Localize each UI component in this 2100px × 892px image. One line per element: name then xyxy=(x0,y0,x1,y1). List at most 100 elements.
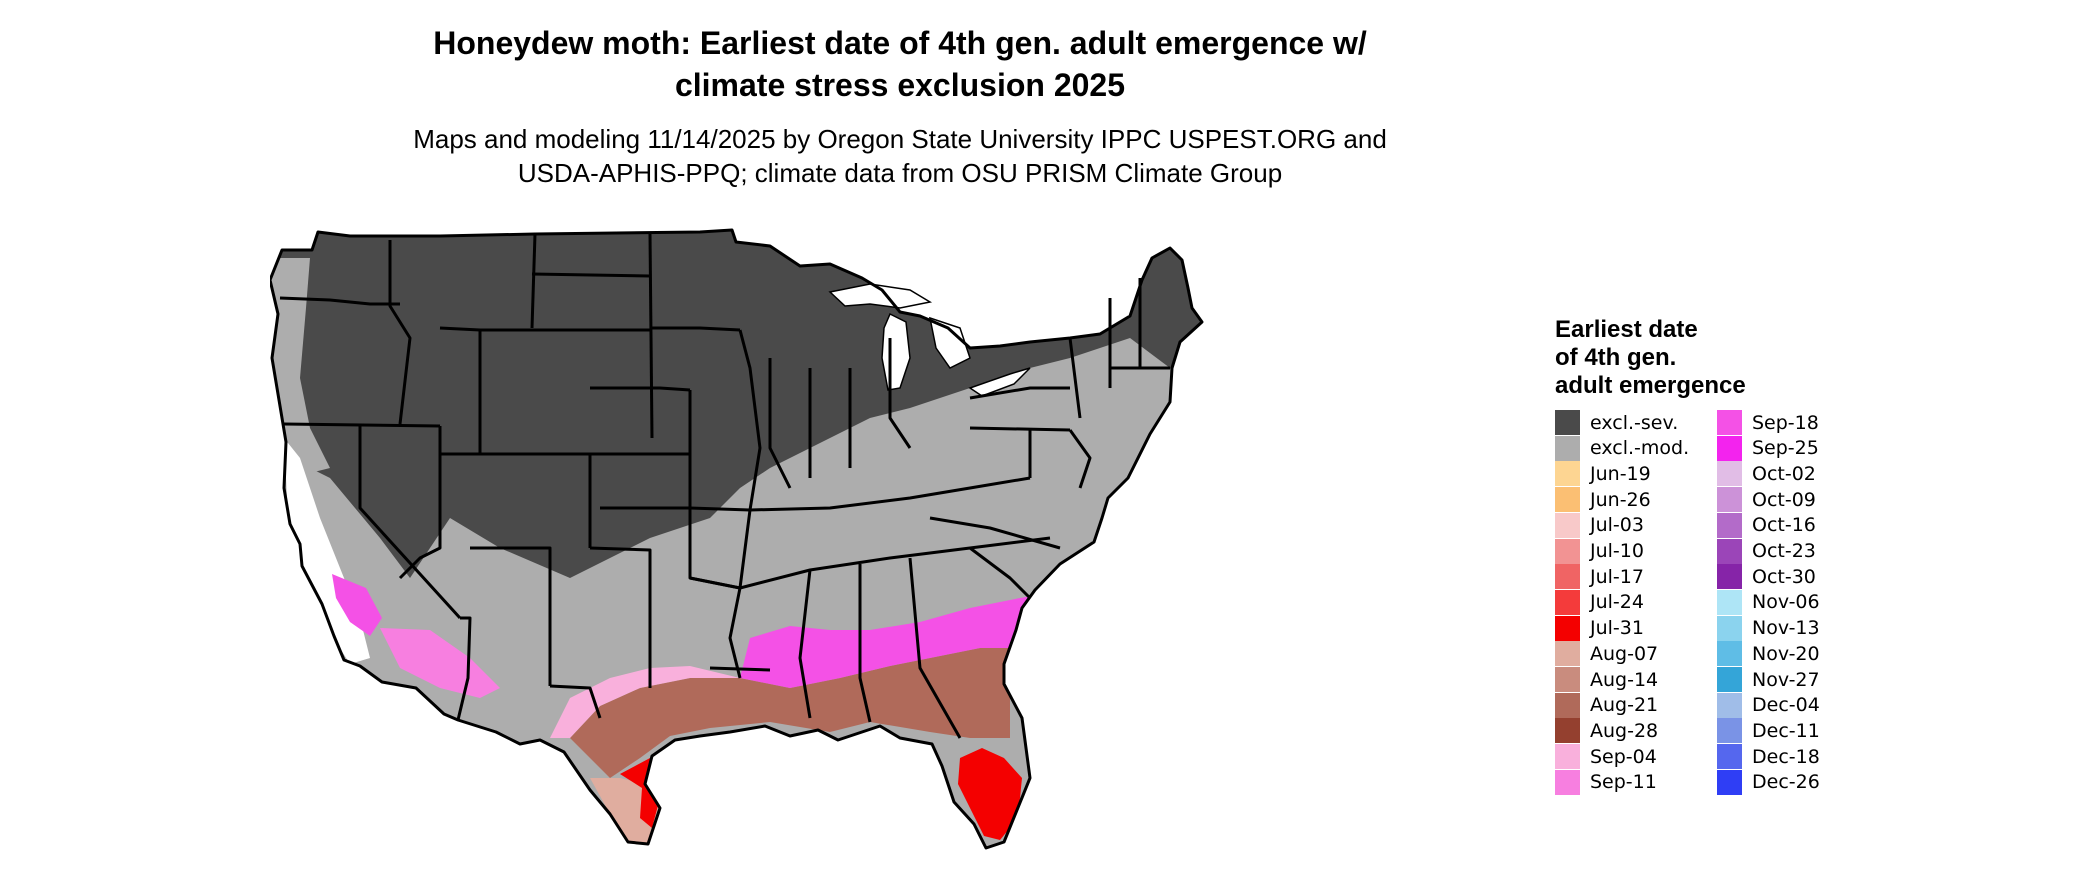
map-title: Honeydew moth: Earliest date of 4th gen.… xyxy=(300,22,1500,106)
zone-sep-ca xyxy=(332,574,382,636)
legend-label: Dec-18 xyxy=(1752,745,1820,768)
legend-item: excl.-mod. xyxy=(1555,435,1690,461)
legend-label: Sep-18 xyxy=(1752,411,1819,434)
lake-erie xyxy=(968,367,1031,397)
legend-label: Nov-13 xyxy=(1752,617,1820,640)
legend-swatch xyxy=(1717,487,1742,513)
legend-swatch xyxy=(1717,512,1742,538)
legend-title-line-1: Earliest date xyxy=(1555,316,1698,343)
legend-item: Jul-10 xyxy=(1555,538,1644,564)
legend-label: Sep-04 xyxy=(1590,745,1657,768)
legend-label: excl.-sev. xyxy=(1590,411,1679,434)
legend-label: excl.-mod. xyxy=(1590,437,1690,460)
legend-swatch xyxy=(1555,564,1580,590)
legend-item: Dec-18 xyxy=(1717,744,1820,770)
legend-item: Nov-06 xyxy=(1717,589,1820,615)
legend-swatch xyxy=(1717,744,1742,770)
legend-title-line-2: of 4th gen. xyxy=(1555,344,1677,371)
lake-huron xyxy=(929,316,971,369)
legend-swatch xyxy=(1717,769,1742,795)
legend-swatch xyxy=(1717,718,1742,744)
legend-label: Dec-26 xyxy=(1752,771,1820,794)
legend-title: Earliest date of 4th gen. adult emergenc… xyxy=(1555,316,1746,400)
legend-label: Nov-27 xyxy=(1752,668,1820,691)
subtitle-line-2: USDA-APHIS-PPQ; climate data from OSU PR… xyxy=(517,158,1283,188)
legend-swatch xyxy=(1555,487,1580,513)
zone-sep-band xyxy=(740,590,1080,688)
legend-swatch xyxy=(1717,538,1742,564)
legend-item: Aug-07 xyxy=(1555,641,1658,667)
legend-item: Dec-04 xyxy=(1717,692,1820,718)
legend-swatch xyxy=(1717,641,1742,667)
legend-swatch xyxy=(1717,564,1742,590)
legend-swatch xyxy=(1717,615,1742,641)
legend-swatch xyxy=(1717,410,1742,435)
legend-label: Oct-16 xyxy=(1752,514,1816,537)
legend-label: Oct-23 xyxy=(1752,540,1816,562)
legend-label: Jul-31 xyxy=(1590,617,1644,640)
legend-swatch xyxy=(1555,744,1580,770)
legend-title-line-3: adult emergence xyxy=(1555,372,1746,399)
state-borders xyxy=(270,228,1204,850)
legend-swatch xyxy=(1555,461,1580,487)
legend-label: Jun-26 xyxy=(1590,488,1651,511)
legend-swatch xyxy=(1717,461,1742,487)
legend-swatch xyxy=(1555,435,1580,461)
legend-swatch xyxy=(1555,641,1580,667)
legend-item: Jun-26 xyxy=(1555,487,1651,513)
legend-label: Aug-14 xyxy=(1590,668,1659,691)
legend-item: Jul-17 xyxy=(1555,564,1644,590)
legend-label: Jun-19 xyxy=(1590,462,1651,485)
legend-label: Jul-17 xyxy=(1590,565,1644,588)
legend-label: Aug-28 xyxy=(1590,719,1659,742)
legend-item: Sep-04 xyxy=(1555,744,1657,770)
legend-label: Aug-21 xyxy=(1590,694,1659,717)
legend-item: Oct-23 xyxy=(1717,538,1816,564)
map-subtitle: Maps and modeling 11/14/2025 by Oregon S… xyxy=(300,122,1500,190)
legend-item: Aug-28 xyxy=(1555,718,1659,744)
legend-swatch xyxy=(1555,589,1580,615)
zone-jul-fl xyxy=(958,748,1022,840)
legend-item: Sep-18 xyxy=(1717,410,1819,435)
legend-label: Sep-25 xyxy=(1752,437,1819,460)
legend-label: Dec-11 xyxy=(1752,719,1820,742)
legend-swatch xyxy=(1717,589,1742,615)
legend-item: Oct-30 xyxy=(1717,564,1816,590)
legend-label: Sep-11 xyxy=(1590,771,1657,794)
lake-superior xyxy=(828,283,933,309)
subtitle-line-1: Maps and modeling 11/14/2025 by Oregon S… xyxy=(413,124,1387,154)
legend-item: Jul-31 xyxy=(1555,615,1644,641)
legend-label: Nov-20 xyxy=(1752,642,1820,665)
conus-map xyxy=(270,228,1204,850)
legend-swatch xyxy=(1555,769,1580,795)
legend-item: Dec-11 xyxy=(1717,718,1820,744)
legend-item: Sep-11 xyxy=(1555,769,1657,795)
legend-item: Oct-09 xyxy=(1717,487,1816,513)
legend-label: Jul-24 xyxy=(1590,591,1644,614)
title-line-1: Honeydew moth: Earliest date of 4th gen.… xyxy=(433,25,1367,61)
zone-aug xyxy=(570,648,1010,778)
legend-item: Nov-27 xyxy=(1717,667,1820,692)
legend-item: Aug-14 xyxy=(1555,667,1658,692)
legend-label: Dec-04 xyxy=(1752,694,1820,717)
legend-item: excl.-sev. xyxy=(1555,410,1678,435)
legend-swatch xyxy=(1555,410,1580,435)
legend-label: Nov-06 xyxy=(1752,591,1820,614)
zone-sep-fringe xyxy=(550,666,740,738)
legend-item: Aug-21 xyxy=(1555,692,1659,718)
legend-item: Oct-02 xyxy=(1717,461,1816,487)
legend-swatch xyxy=(1717,435,1742,461)
legend-swatch xyxy=(1555,538,1580,564)
legend-swatch xyxy=(1717,667,1742,692)
legend-item: Oct-16 xyxy=(1717,512,1816,538)
legend-item: Nov-13 xyxy=(1717,615,1820,641)
legend-item: Jul-03 xyxy=(1555,512,1644,538)
legend-label: Jul-10 xyxy=(1590,540,1644,562)
legend-item: Dec-26 xyxy=(1717,769,1820,795)
legend-label: Jul-03 xyxy=(1590,514,1644,537)
legend-label: Oct-09 xyxy=(1752,488,1816,511)
legend-item: Nov-20 xyxy=(1717,641,1820,667)
legend-swatch xyxy=(1555,718,1580,744)
legend-swatch xyxy=(1717,692,1742,718)
legend-item: Jul-24 xyxy=(1555,589,1644,615)
